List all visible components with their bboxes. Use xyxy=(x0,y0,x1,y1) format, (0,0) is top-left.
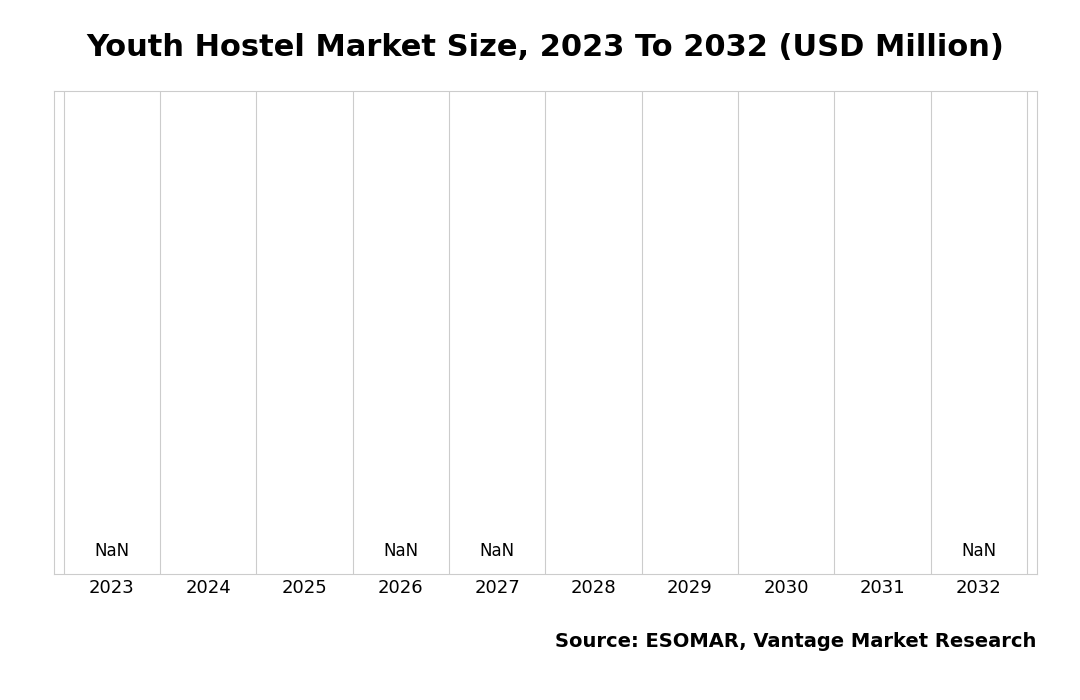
Bar xyxy=(264,91,346,574)
Bar xyxy=(456,91,538,574)
Title: Youth Hostel Market Size, 2023 To 2032 (USD Million): Youth Hostel Market Size, 2023 To 2032 (… xyxy=(86,34,1004,62)
Text: NaN: NaN xyxy=(480,542,515,559)
Bar xyxy=(553,91,635,574)
Bar xyxy=(745,91,827,574)
Text: Source: ESOMAR, Vantage Market Research: Source: ESOMAR, Vantage Market Research xyxy=(555,632,1037,651)
Bar xyxy=(649,91,731,574)
Bar xyxy=(841,91,923,574)
Bar xyxy=(939,91,1020,574)
Bar xyxy=(360,91,442,574)
Text: NaN: NaN xyxy=(383,542,418,559)
Text: NaN: NaN xyxy=(94,542,130,559)
Bar xyxy=(167,91,249,574)
Bar xyxy=(71,91,152,574)
Text: NaN: NaN xyxy=(961,542,997,559)
